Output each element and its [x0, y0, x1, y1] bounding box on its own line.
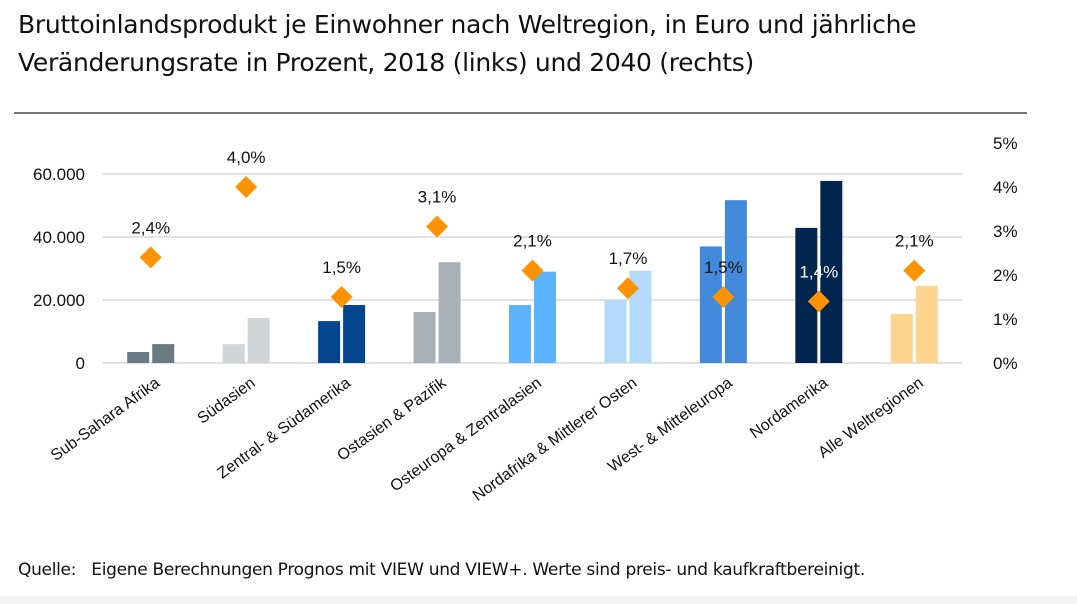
rate-markers: 2,4% 4,0% 1,5% 3,1% 2,1% 1,7% 1,5% 1,4% 2,1%	[131, 148, 934, 313]
y-axis-right: 0% 1% 2% 3% 4% 5%	[993, 134, 1018, 373]
chart-title: Bruttoinlandsprodukt je Einwohner nach W…	[18, 6, 1058, 82]
rate-marker	[807, 290, 830, 313]
chart-title-line-2: Veränderungsrate in Prozent, 2018 (links…	[18, 48, 754, 77]
bar-2040	[152, 344, 175, 363]
rate-marker	[330, 286, 353, 308]
chart-title-line-1: Bruttoinlandsprodukt je Einwohner nach W…	[18, 10, 917, 39]
bar-2018	[222, 344, 245, 363]
rate-marker	[712, 286, 735, 308]
x-tick-label: Nordafrika & Mittlerer Osten	[470, 374, 640, 504]
x-tick-label: Nordamerika	[747, 374, 831, 442]
x-tick-label: Sub-Sahara Afrika	[48, 374, 163, 464]
bar-2040	[820, 180, 843, 363]
y-axis-left: 0 20.000 40.000 60.000	[33, 165, 85, 373]
rate-data-label: 1,7%	[609, 249, 648, 268]
bar-2040	[343, 305, 366, 363]
bar-2018	[413, 311, 436, 363]
x-tick-label: Alle Weltregionen	[815, 374, 926, 461]
bar-2040	[247, 317, 270, 363]
rate-marker	[521, 259, 544, 282]
y2-tick-label: 4%	[993, 178, 1018, 197]
x-tick-label: Osteuropa & Zentralasien	[387, 374, 544, 495]
bar-2018	[699, 246, 722, 363]
y2-tick-label: 5%	[993, 134, 1018, 153]
source-text: Eigene Berechnungen Prognos mit VIEW und…	[91, 560, 865, 580]
bar-2040	[438, 262, 461, 363]
bars	[127, 180, 938, 363]
bar-2018	[890, 313, 913, 363]
rate-marker	[426, 215, 449, 238]
bar-chart: 2,4% 4,0% 1,5% 3,1% 2,1% 1,7% 1,5% 1,4% 2,1% 0 20…	[33, 134, 1018, 505]
bar-2018	[604, 300, 627, 363]
y-tick-label: 20.000	[33, 291, 85, 310]
bar-2040	[724, 200, 747, 363]
y-tick-label: 40.000	[33, 228, 85, 247]
page-bottom-band	[0, 596, 1077, 604]
y2-tick-label: 2%	[993, 266, 1018, 285]
x-tick-label: Südasien	[195, 374, 259, 427]
bar-2040	[534, 271, 556, 363]
title-divider	[14, 112, 1027, 114]
source-note: Quelle: Eigene Berechnungen Prognos mit …	[18, 560, 865, 580]
bar-2040	[915, 285, 938, 363]
y-tick-label: 0	[76, 354, 85, 373]
y2-tick-label: 0%	[993, 354, 1018, 373]
rate-marker	[616, 277, 639, 300]
rate-data-label: 2,1%	[513, 232, 552, 251]
rate-data-label: 1,5%	[322, 258, 361, 277]
rate-marker	[235, 176, 258, 198]
rate-data-label: 1,4%	[799, 262, 838, 281]
rate-data-label: 4,0%	[227, 148, 266, 167]
y-tick-label: 60.000	[33, 165, 85, 184]
rate-data-label: 1,5%	[704, 258, 743, 277]
bar-2018	[795, 227, 818, 363]
rate-data-label: 2,1%	[895, 232, 934, 251]
y2-tick-label: 1%	[993, 310, 1018, 329]
rate-data-label: 3,1%	[418, 188, 457, 207]
bar-2018	[318, 321, 341, 363]
bar-2018	[127, 351, 150, 363]
bar-2018	[509, 305, 531, 363]
rate-marker	[903, 259, 926, 282]
bar-2040	[629, 270, 652, 363]
source-label: Quelle:	[18, 560, 77, 580]
y2-tick-label: 3%	[993, 222, 1018, 241]
rate-data-label: 2,4%	[131, 218, 170, 237]
rate-marker	[139, 246, 162, 269]
